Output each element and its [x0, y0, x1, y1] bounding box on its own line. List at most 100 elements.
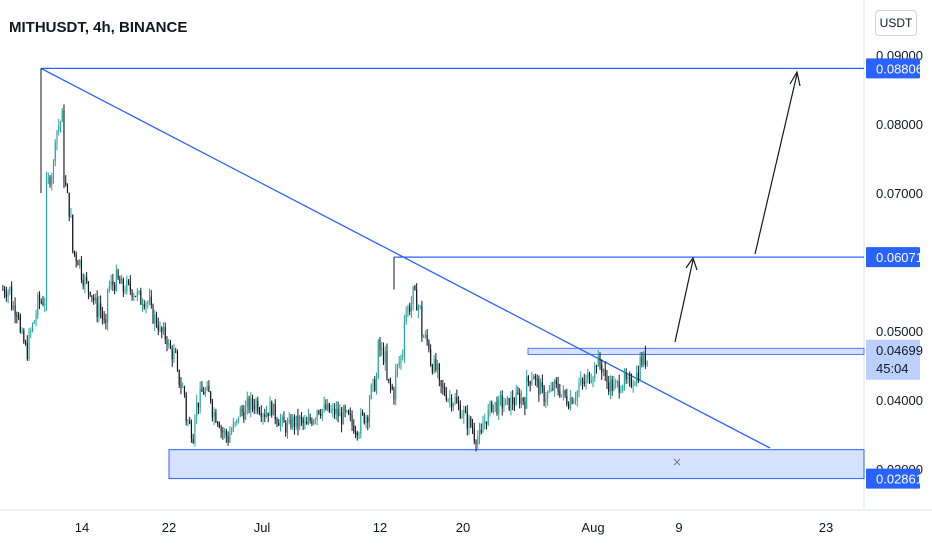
candle-body — [498, 398, 500, 415]
candle-body — [342, 406, 344, 425]
candle-body — [566, 395, 568, 405]
candle-body — [309, 417, 311, 421]
candle-body — [192, 438, 194, 444]
candle-body — [286, 422, 289, 433]
candle-body — [87, 281, 89, 293]
candle-body — [527, 376, 529, 382]
candle-body — [489, 402, 491, 410]
candle-body — [644, 352, 646, 366]
candle-body — [492, 404, 495, 412]
candle-body — [583, 381, 585, 384]
candle-body — [363, 413, 365, 424]
candle-body — [529, 381, 531, 385]
candle-body — [28, 331, 30, 359]
candle-body — [550, 388, 552, 392]
candle-body — [80, 259, 83, 280]
current-price-tag — [866, 339, 920, 380]
candle-body — [430, 349, 432, 366]
projection-arrow-1 — [674, 259, 694, 343]
candle-body — [353, 425, 355, 433]
price-tick-label: 0.05000 — [876, 324, 923, 339]
candle-body — [215, 411, 217, 423]
candle-body — [79, 259, 81, 266]
candle-body — [30, 330, 32, 332]
candle-body — [37, 294, 39, 316]
time-tick-label: 14 — [75, 520, 89, 535]
candle-body — [417, 306, 419, 311]
candle-body — [210, 392, 212, 401]
candle-body — [199, 388, 201, 408]
candle-body — [292, 416, 294, 427]
candle-body — [297, 415, 299, 428]
candle-body — [620, 390, 622, 393]
candle-body — [239, 408, 241, 417]
candle-body — [328, 403, 330, 412]
candle-body — [49, 177, 51, 185]
support-zone — [168, 449, 865, 480]
candle-body — [171, 348, 173, 360]
candle-body — [98, 303, 100, 317]
candle-body — [482, 423, 484, 433]
candle-body — [349, 414, 351, 416]
candle-body — [468, 417, 470, 429]
candle-body — [402, 355, 404, 357]
candle-body — [89, 292, 91, 296]
candle-body — [93, 297, 95, 301]
drawings-layer: × — [40, 67, 865, 480]
candle-body — [506, 397, 509, 399]
candle-body — [325, 404, 327, 410]
candle-body — [314, 419, 316, 421]
candle-body — [288, 419, 290, 423]
candle-body — [136, 291, 138, 297]
candle-body — [339, 412, 341, 417]
candle-body — [302, 419, 304, 424]
candle-body — [321, 409, 323, 416]
candle-body — [454, 397, 456, 404]
candle-body — [496, 402, 498, 415]
candle-body — [374, 379, 376, 391]
candle-body — [42, 302, 44, 306]
candle-body — [604, 369, 606, 376]
candle-body — [367, 416, 369, 423]
candle-body — [190, 423, 193, 439]
candle-body — [11, 286, 13, 310]
candle-body — [616, 381, 619, 383]
candle-body — [424, 334, 426, 337]
candle-body — [227, 436, 229, 443]
candle-body — [400, 356, 402, 363]
candle-body — [255, 400, 257, 410]
candle-body — [578, 383, 580, 392]
candle-body — [471, 426, 474, 429]
candle-body — [444, 387, 446, 395]
candle-body — [222, 431, 224, 433]
candle-body — [304, 421, 306, 424]
current-price-label: 0.04699 — [876, 343, 923, 358]
candle-body — [592, 377, 594, 381]
candle-body — [599, 355, 601, 366]
candle-body — [278, 423, 280, 426]
candle-body — [323, 404, 325, 410]
candle-body — [110, 281, 112, 286]
candle-body — [107, 289, 109, 323]
currency-button[interactable]: USDT — [875, 10, 917, 36]
arrows-layer — [674, 70, 801, 343]
candle-body — [384, 351, 386, 363]
candle-body — [587, 372, 589, 380]
candle-body — [636, 372, 638, 384]
price-tick-label: 0.07000 — [876, 186, 923, 201]
candle-body — [225, 430, 227, 437]
candle-body — [646, 360, 648, 366]
candle-body — [131, 290, 133, 297]
candle-body — [627, 377, 629, 380]
time-axis[interactable]: 14 22 Jul 12 20 Aug 9 23 — [75, 520, 833, 535]
candle-body — [590, 380, 592, 383]
candle-body — [61, 110, 63, 122]
candle-body — [253, 405, 255, 410]
candle-body — [407, 306, 409, 314]
chart-title: MITHUSDT, 4h, BINANCE — [9, 19, 188, 36]
candle-body — [141, 304, 144, 306]
candle-body — [52, 161, 55, 176]
candle-body — [279, 419, 282, 426]
